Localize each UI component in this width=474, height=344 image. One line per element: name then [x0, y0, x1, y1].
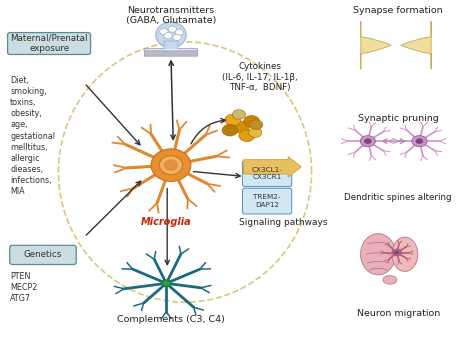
Circle shape	[244, 116, 260, 127]
Polygon shape	[361, 21, 391, 69]
Text: Signaling pathways: Signaling pathways	[239, 218, 328, 227]
FancyBboxPatch shape	[144, 49, 198, 56]
Text: Genetics: Genetics	[24, 250, 62, 259]
Text: Microglia: Microglia	[141, 217, 191, 227]
Ellipse shape	[383, 276, 397, 284]
Circle shape	[222, 125, 238, 136]
Bar	[145, 49, 197, 50]
Text: Maternal/Prenatal
exposure: Maternal/Prenatal exposure	[10, 34, 88, 53]
Text: TREM2-
DAP12: TREM2- DAP12	[253, 194, 281, 208]
Text: Cytokines
(IL-6, IL-17, IL-1β,
TNF-α,  BDNF): Cytokines (IL-6, IL-17, IL-1β, TNF-α, BD…	[222, 62, 298, 92]
FancyBboxPatch shape	[9, 245, 76, 265]
Ellipse shape	[361, 234, 396, 275]
Text: Dendritic spines altering: Dendritic spines altering	[345, 193, 452, 202]
Circle shape	[164, 33, 173, 39]
FancyBboxPatch shape	[242, 188, 292, 214]
Circle shape	[239, 130, 255, 141]
Ellipse shape	[156, 22, 186, 48]
Circle shape	[360, 136, 375, 147]
Circle shape	[416, 138, 423, 144]
Text: PTEN
MECP2
ATG7: PTEN MECP2 ATG7	[10, 272, 37, 303]
Circle shape	[249, 128, 262, 137]
Text: Synaptic pruning: Synaptic pruning	[358, 114, 438, 123]
Circle shape	[392, 249, 401, 256]
Text: Neuron migration: Neuron migration	[356, 309, 440, 318]
FancyBboxPatch shape	[164, 41, 178, 51]
Circle shape	[233, 122, 249, 133]
Circle shape	[168, 26, 177, 32]
Circle shape	[173, 34, 181, 41]
Circle shape	[175, 29, 183, 35]
FancyBboxPatch shape	[242, 161, 292, 186]
FancyArrow shape	[244, 157, 301, 177]
Polygon shape	[401, 21, 431, 69]
Ellipse shape	[151, 149, 191, 181]
Circle shape	[250, 120, 263, 130]
Text: Neurotransmitters
(GABA, Glutamate): Neurotransmitters (GABA, Glutamate)	[126, 6, 216, 25]
Circle shape	[412, 136, 427, 147]
Text: Diet,
smoking,
toxins,
obesity,
age,
gestational
melltitus,
allergic
dieases,
in: Diet, smoking, toxins, obesity, age, ges…	[10, 76, 55, 196]
Ellipse shape	[164, 160, 178, 171]
Circle shape	[232, 110, 246, 119]
Text: Synapse formation: Synapse formation	[354, 6, 443, 15]
Circle shape	[394, 251, 399, 254]
Circle shape	[160, 29, 168, 35]
Circle shape	[162, 280, 171, 287]
Text: CX3CL1-
CX3CR1: CX3CL1- CX3CR1	[252, 167, 283, 181]
Circle shape	[364, 138, 372, 144]
Ellipse shape	[392, 237, 418, 271]
Text: Complements (C3, C4): Complements (C3, C4)	[117, 315, 225, 324]
Circle shape	[225, 114, 241, 126]
Ellipse shape	[159, 156, 182, 174]
FancyBboxPatch shape	[8, 33, 91, 54]
